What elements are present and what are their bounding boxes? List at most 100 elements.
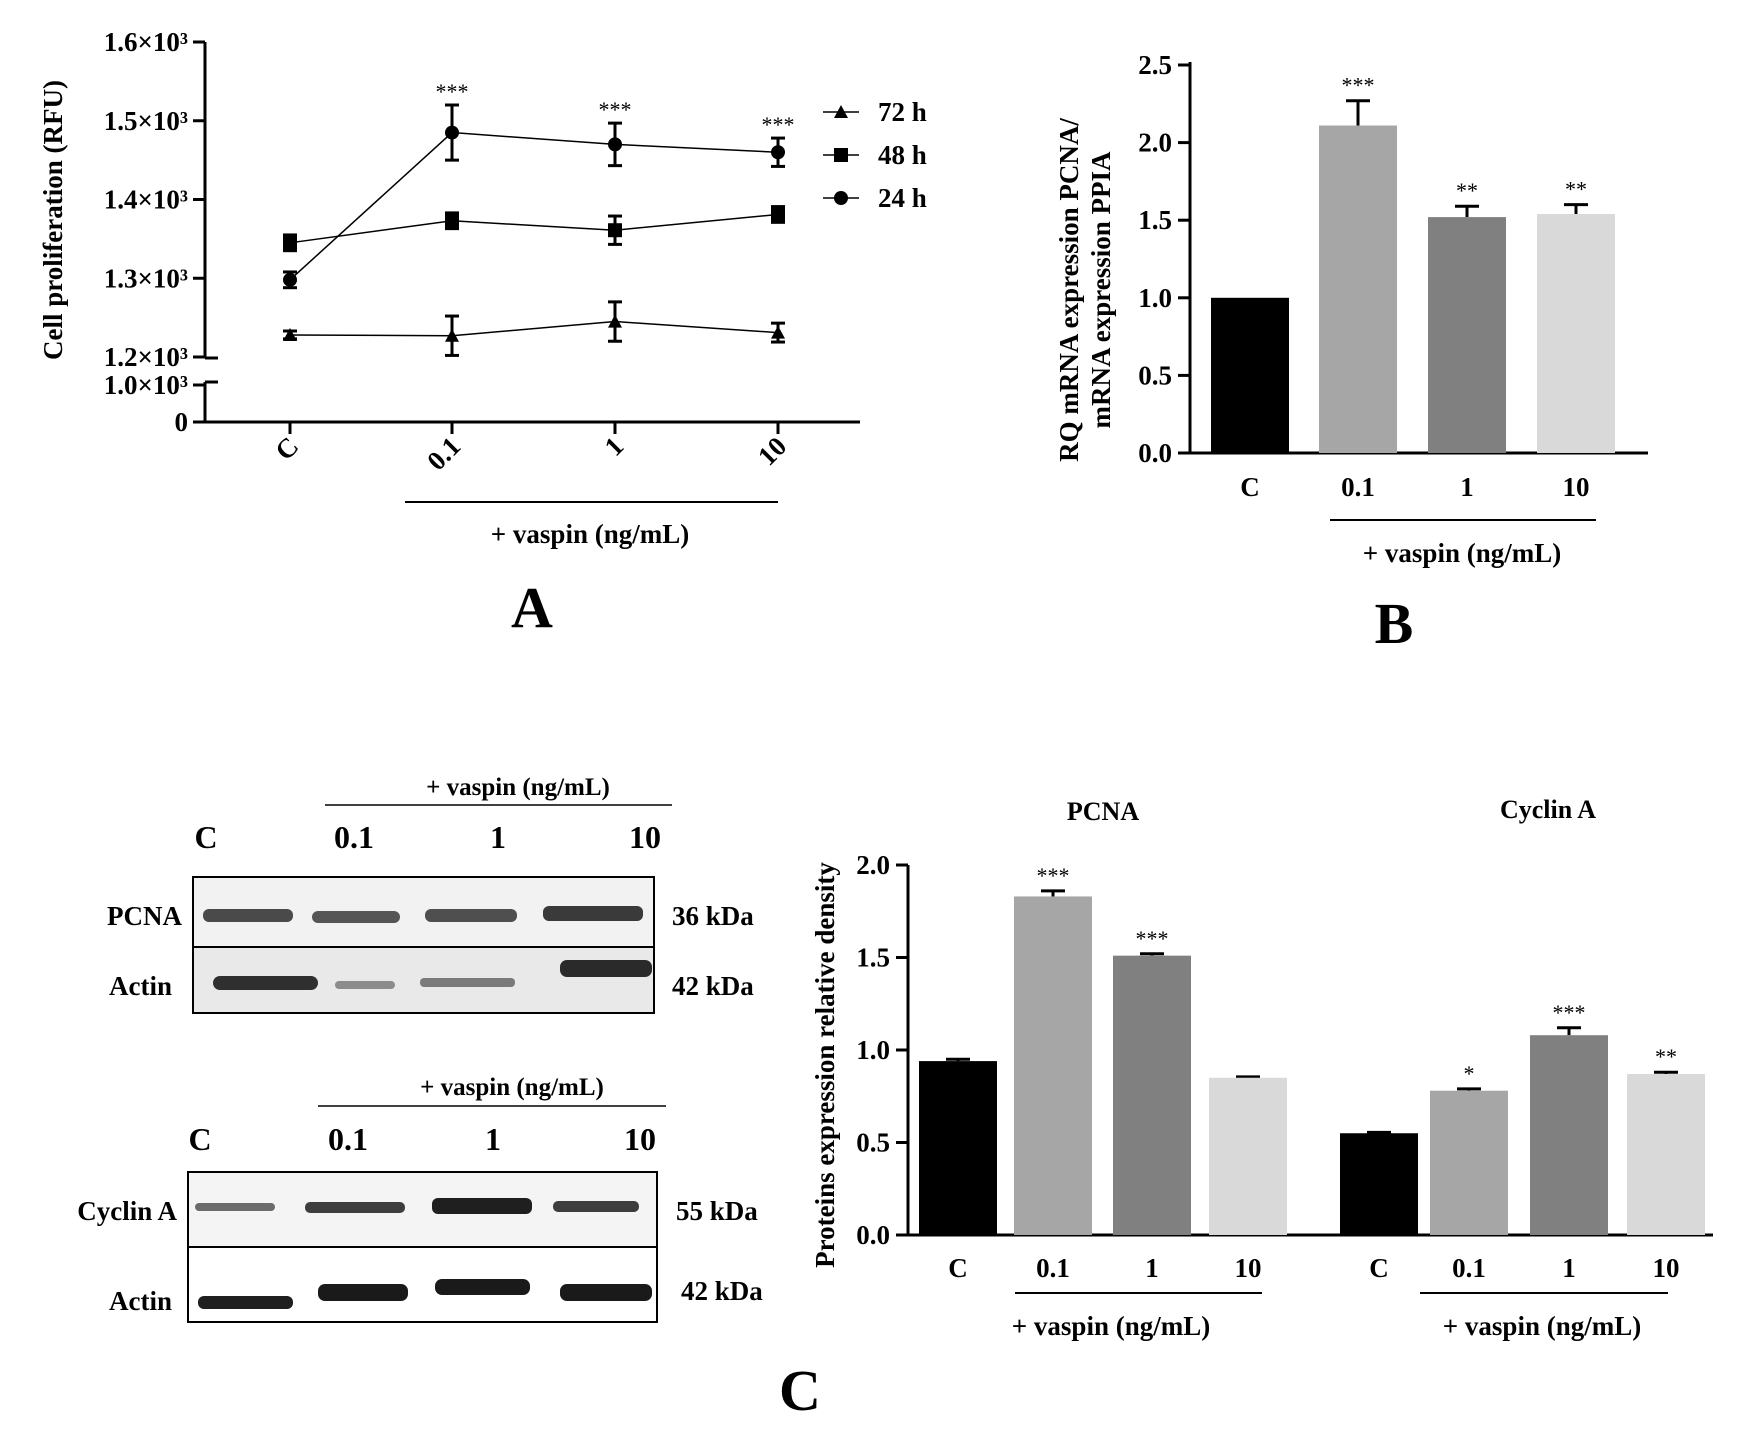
bar xyxy=(1211,297,1289,453)
panel-b-bar-chart: RQ mRNA expression PCNA/ mRNA expression… xyxy=(1054,50,1648,656)
panel-a-group-label: + vaspin (ng/mL) xyxy=(491,519,689,549)
data-point xyxy=(445,125,459,140)
panel-c-y-ticks: 0.0 0.5 1.0 1.5 2.0 xyxy=(856,850,908,1250)
blot2-lane-0-1: 0.1 xyxy=(328,1121,368,1157)
panel-c-group2-label: + vaspin (ng/mL) xyxy=(1443,1311,1641,1341)
panel-c-bar-chart: Proteins expression relative density 0.0… xyxy=(779,795,1713,1423)
x-tick-label: C xyxy=(1240,472,1260,502)
x-tick-label: 1 xyxy=(1562,1253,1576,1283)
data-point xyxy=(834,105,848,118)
significance-label: *** xyxy=(1553,1000,1586,1025)
x-tick-label: 10 xyxy=(1653,1253,1680,1283)
x-tick-label: 10 xyxy=(1563,472,1590,502)
y-tick-label: 2.0 xyxy=(1138,128,1172,158)
panel-b-bars: C *** 0.1 ** 1 ** 10 xyxy=(1211,73,1615,502)
panel-b-letter: B xyxy=(1375,591,1414,656)
x-tick-label: C xyxy=(1369,1253,1389,1283)
blot1-row1-protein: PCNA xyxy=(107,901,182,931)
x-tick-label: 10 xyxy=(752,431,792,471)
legend-label: 24 h xyxy=(878,183,927,213)
panel-c-letter: C xyxy=(779,1358,821,1423)
panel-b-y-ticks: 0.0 0.5 1.0 1.5 2.0 2.5 xyxy=(1138,50,1190,468)
y-tick-label: 1.5 xyxy=(1138,205,1172,235)
significance-label: *** xyxy=(1136,926,1169,951)
bar xyxy=(1340,1133,1418,1235)
data-point xyxy=(771,145,785,160)
blot2-lane-c: C xyxy=(188,1121,211,1157)
blot-band xyxy=(203,909,293,922)
significance-label: *** xyxy=(599,97,632,122)
panel-c-group1-label: + vaspin (ng/mL) xyxy=(1012,1311,1210,1341)
blot1-group-label: + vaspin (ng/mL) xyxy=(426,774,610,801)
panel-a-y-ticks: 1.2×10³ 1.3×10³ 1.4×10³ 1.5×10³ 1.6×10³ 1.0×1… xyxy=(104,27,205,437)
blot-band xyxy=(305,1202,405,1213)
series-24-h: *** *** *** xyxy=(283,79,795,290)
blot1-row2-protein: Actin xyxy=(109,971,172,1001)
x-tick-label: 10 xyxy=(1235,1253,1262,1283)
panel-a-line-chart: Cell proliferation (RFU) 1.2×10³1.3×10³1… xyxy=(38,27,927,640)
bar xyxy=(1537,213,1615,453)
y-tick-label: 0.5 xyxy=(856,1128,890,1158)
series-72-h xyxy=(283,300,785,357)
y-tick-label: 1.0×10³ xyxy=(104,370,188,400)
y-tick-label: 0 xyxy=(175,407,189,437)
blot-band xyxy=(553,1201,639,1212)
x-tick-label: 1 xyxy=(1460,472,1474,502)
blot1-lane-1: 1 xyxy=(490,819,506,855)
series-line xyxy=(289,131,779,281)
y-tick-label: 0.0 xyxy=(856,1220,890,1250)
blot-band xyxy=(435,1279,530,1295)
bar-group: C xyxy=(1211,297,1289,502)
significance-label: *** xyxy=(762,112,795,137)
blot-band xyxy=(543,906,643,921)
panel-b-ylabel-line2: mRNA expression PPIA xyxy=(1086,151,1116,429)
y-tick-label: 1.0 xyxy=(1138,283,1172,313)
data-point xyxy=(771,325,785,339)
x-tick-label: 0.1 xyxy=(1036,1253,1070,1283)
blot1-lane-0-1: 0.1 xyxy=(334,819,374,855)
y-tick-label: 2.5 xyxy=(1138,50,1172,80)
significance-label: *** xyxy=(1342,73,1375,98)
blot-band xyxy=(318,1284,408,1301)
significance-label: ** xyxy=(1655,1044,1677,1069)
blot1-lane-c: C xyxy=(194,819,217,855)
bar-group-pcna: C *** 0.1 *** 1 10 xyxy=(919,863,1287,1283)
x-tick-label: 0.1 xyxy=(421,431,466,476)
blot2-cyclin-bands xyxy=(195,1198,639,1214)
bar xyxy=(1113,955,1191,1235)
x-tick-label: C xyxy=(269,431,304,466)
blot1-pcna-bands xyxy=(203,906,643,923)
bar xyxy=(1209,1077,1287,1235)
panel-a-letter: A xyxy=(511,575,553,640)
blot2-actin-bands xyxy=(198,1279,652,1309)
blot2-row2-protein: Actin xyxy=(109,1286,172,1316)
data-point xyxy=(283,327,297,341)
legend-label: 48 h xyxy=(878,140,927,170)
significance-label: ** xyxy=(1565,177,1587,202)
significance-label: ** xyxy=(1456,178,1478,203)
y-tick-label: 0.0 xyxy=(1138,438,1172,468)
panel-a-x-ticks: C 0.1 1 10 xyxy=(269,422,792,476)
bar-group: *** 0.1 xyxy=(1319,73,1397,502)
blot2-group-label: + vaspin (ng/mL) xyxy=(420,1074,604,1101)
data-point xyxy=(834,148,848,162)
bar xyxy=(1530,1035,1608,1235)
blot-band xyxy=(213,976,318,990)
significance-label: * xyxy=(1464,1061,1475,1086)
panel-b-group-label: + vaspin (ng/mL) xyxy=(1363,538,1561,568)
blot-band xyxy=(560,960,652,977)
significance-label: *** xyxy=(1037,863,1070,888)
bar-group-cyclin-a: C * 0.1 *** 1 ** 10 xyxy=(1340,1000,1705,1283)
panel-c-group1-title: PCNA xyxy=(1067,797,1139,826)
data-point xyxy=(283,272,297,287)
series-line xyxy=(289,213,779,244)
western-blot-pcna: + vaspin (ng/mL) C 0.1 1 10 PCNA Actin 3… xyxy=(107,774,754,1014)
x-tick-label: 0.1 xyxy=(1452,1253,1486,1283)
blot-band xyxy=(425,909,517,922)
data-point xyxy=(608,314,622,328)
bar xyxy=(1319,125,1397,453)
x-tick-label: C xyxy=(948,1253,968,1283)
significance-label: *** xyxy=(436,79,469,104)
y-tick-label: 1.5 xyxy=(856,943,890,973)
